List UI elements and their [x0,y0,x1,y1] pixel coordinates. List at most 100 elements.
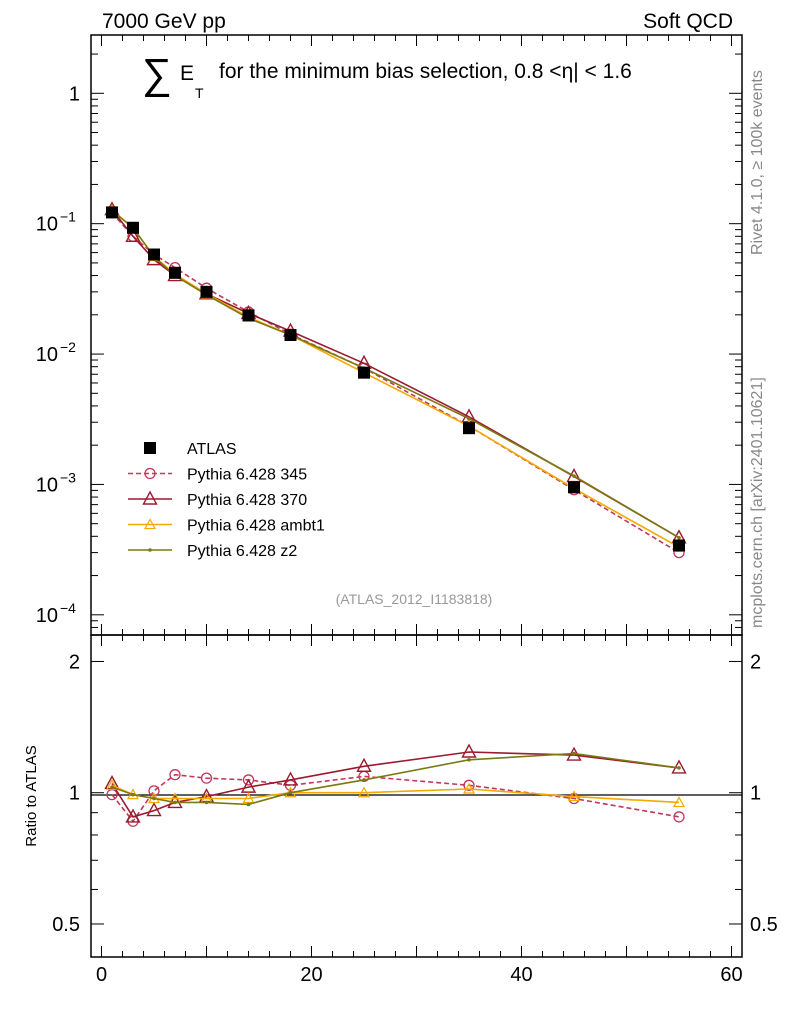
legend-marker-p345 [144,467,156,480]
y-tick-label: 10 [36,474,58,496]
series-atlas-point [463,422,475,435]
chart-title: ∑ E T for the minimum bias selection, 0.… [142,50,632,101]
series-z2-ratio-point [288,790,293,795]
series-atlas-point [284,329,297,341]
series-atlas-point [169,266,181,279]
series-ambt1-ratio-point [242,792,255,804]
series-z2-ratio-point [677,766,681,770]
legend-label-p370: Pythia 6.428 370 [187,492,307,509]
ratio-y-tick-label-left: 0.5 [52,914,80,936]
x-tick-label: 60 [720,964,742,986]
series-z2-ratio-point [572,751,576,756]
series-p370-point [125,227,141,243]
legend-marker-p370 [142,490,158,505]
series-z2-ratio-line [111,752,680,806]
y-tick-exponent: −3 [60,469,76,485]
series-z2-ratio-point [467,757,471,762]
series-z2-ratio-point [362,778,366,782]
series-atlas-point [127,221,139,234]
series-p370-ratio-point [146,802,162,817]
legend-marker-ambt1 [143,518,157,530]
series-p345-ratio-point [169,769,181,781]
series-p345-ratio-point [463,779,475,791]
series-ambt1-ratio-point [672,796,686,808]
y-tick-base: 10 [36,344,58,366]
series-z2-point [572,474,576,478]
series-ambt1-ratio-point [105,779,119,790]
series-ambt1-ratio-line [111,784,680,804]
y-tick-exponent: −1 [60,209,76,225]
legend-marker-z2 [148,548,152,552]
y-tick-base: 10 [36,214,58,236]
series-z2-point [677,535,681,540]
series-ambt1-ratio-point [357,786,371,798]
ratio-panel-frame [90,634,743,958]
series-atlas-point [358,366,370,379]
y-tick-label: 10 [36,344,58,366]
title-eta: η [562,60,574,83]
series-atlas-point [242,309,255,322]
legend: ATLAS Pythia 6.428 345 Pythia 6.428 370 Pyt… [128,441,325,560]
title-suffix: | < 1.6 [573,60,632,83]
title-t: T [195,85,204,101]
series-atlas-point [673,539,685,552]
ratio-y-tick-label-right: 0.5 [750,914,778,936]
series-p370-ratio-point [356,757,372,772]
ratio-y-tick-label-left: 1 [69,783,80,805]
series-z2-ratio-point [204,800,209,805]
y-tick-exponent: −4 [60,600,76,616]
ratio-ylabel: Ratio to ATLAS [23,745,40,846]
x-tick-label: 20 [300,964,322,986]
series-p370-ratio-point [125,808,141,823]
series-atlas-point [568,481,580,494]
mcplots-label: mcplots.cern.ch [arXiv:2401.10621] [749,377,766,628]
series-z2-ratio-point [152,796,156,801]
series-z2-ratio-point [246,802,251,807]
title-text: for the minimum bias selection, 0.8 <η| … [219,60,632,83]
header-left: 7000 GeV pp [102,10,226,33]
series-p345-ratio-point [200,772,213,784]
title-sum-symbol: ∑ [142,50,172,97]
series-p345-ratio-point [148,785,160,797]
series-ambt1-ratio-point [462,782,476,794]
x-tick-label: 40 [510,964,532,986]
series-p370-ratio-point [240,778,257,793]
ratio-y-tick-label-left: 2 [69,651,80,673]
series-atlas-point [106,206,118,219]
series-p345-ratio-point [673,811,685,823]
y-tick-label: 10 [36,605,58,627]
title-e: E [180,62,194,85]
rivet-label: Rivet 4.1.0, ≥ 100k events [749,70,766,255]
series-p345-ratio-point [568,792,580,805]
series-atlas-point [200,285,213,298]
analysis-id: (ATLAS_2012_I1183818) [336,591,493,607]
ratio-y-tick-label-right: 2 [750,651,761,673]
legend-marker-atlas [144,442,156,454]
series-p370-ratio-point [461,743,477,758]
series-z2-ratio-point [131,792,135,797]
series-z2-ratio-point [110,785,114,789]
series-z2-ratio-point [173,800,177,805]
y-tick-base: 10 [36,605,58,627]
series-atlas-point [148,248,160,261]
legend-label-p345: Pythia 6.428 345 [187,467,307,484]
series-z2-point [467,416,471,421]
y-tick-label: 10 [36,214,58,236]
ratio-y-tick-label-right: 1 [750,783,761,805]
y-tick-base: 10 [36,474,58,496]
y-tick-label: 1 [69,83,80,105]
title-main: for the minimum bias selection, 0.8 < [219,60,562,83]
series-z2-line [111,209,680,539]
x-tick-label: 0 [96,964,107,986]
series-p370-ratio-line [111,751,680,818]
ratio-series [104,743,687,827]
legend-label-atlas: ATLAS [187,441,237,458]
y-tick-exponent: −2 [60,339,76,355]
series-ambt1-ratio-point [567,790,581,802]
series-p345-ratio-point [242,774,255,786]
main-series [104,201,687,559]
header-right: Soft QCD [643,10,733,33]
series-p370-ratio-point [282,771,299,786]
